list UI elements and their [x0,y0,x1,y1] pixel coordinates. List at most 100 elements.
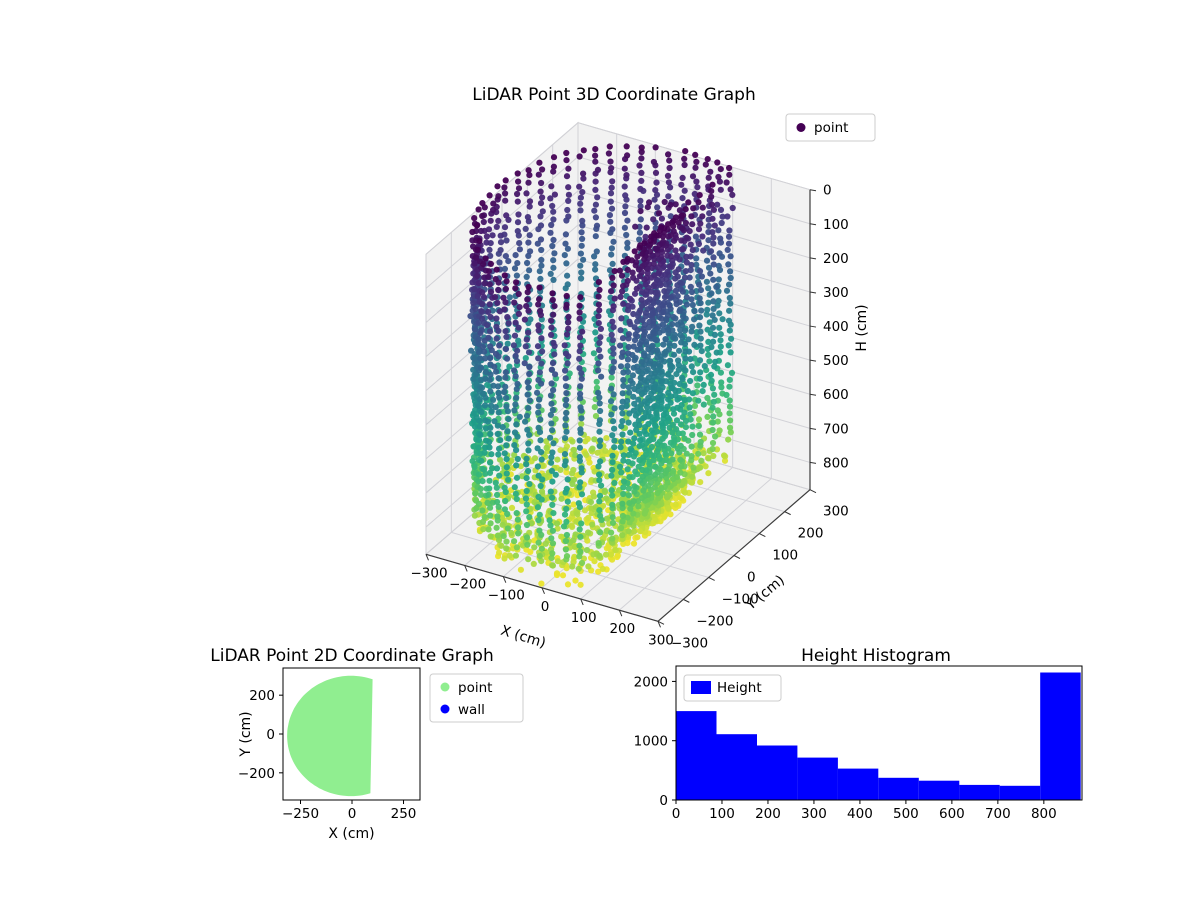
hist-bar [959,784,1000,800]
point [618,272,626,279]
point [643,224,650,231]
point [678,246,686,253]
point [471,286,478,293]
point [709,385,717,392]
point [503,464,510,471]
point [665,179,673,186]
point [609,466,616,473]
point [679,195,686,202]
point [630,274,637,281]
point [593,384,601,391]
point [487,260,494,267]
point [550,276,557,283]
point [617,327,624,334]
point [492,276,499,283]
tick-mark [580,598,584,606]
point [727,268,734,275]
point [716,310,723,317]
point [552,371,559,378]
point [562,415,569,422]
point [696,314,704,321]
point [483,239,490,246]
point [619,349,626,356]
point [514,347,521,354]
point [470,376,477,383]
point [597,325,605,332]
tick-mark [541,587,545,594]
point [501,555,508,562]
point [494,383,502,390]
point [578,465,585,472]
point [576,348,583,355]
point [724,213,731,220]
point [624,266,631,273]
point [506,294,513,301]
point [727,186,734,193]
point [499,521,506,528]
point [548,331,555,338]
point [608,251,615,258]
point [638,177,645,184]
point [646,243,653,250]
point [563,518,570,525]
point-cloud [467,143,736,588]
point [689,431,696,439]
point [524,289,531,296]
point [664,371,672,378]
x-tick-label: 0 [672,806,681,822]
point [697,328,704,335]
point [551,250,558,257]
point [486,328,494,335]
point [538,335,545,342]
point [609,501,616,508]
point [625,528,632,535]
point [723,391,730,399]
point [663,317,670,324]
point [486,246,493,253]
point [576,453,583,460]
point [637,477,644,484]
point [499,514,506,521]
point [609,432,616,439]
point [549,550,556,557]
point [511,429,519,436]
point [670,406,677,413]
plot2d-chart: −250 0 250 −200 0 200 X (cm) Y (cm) point wall [238,667,524,842]
point [563,292,570,300]
point [631,248,638,255]
point [502,369,509,376]
point [667,439,674,446]
point [635,396,642,403]
point [620,540,627,548]
point [715,173,722,181]
point [623,172,630,179]
point [688,296,695,303]
point [637,216,644,223]
point [608,331,615,338]
point [485,308,492,315]
point [642,409,649,416]
point [576,315,583,322]
point [547,522,554,529]
point [630,393,637,400]
point [578,559,586,567]
point [626,474,633,481]
point [586,459,593,466]
point [636,443,643,450]
point [573,518,580,525]
point [478,227,485,235]
point [681,161,688,169]
point [688,443,695,450]
point [620,484,627,491]
point [576,302,583,309]
point [635,266,643,273]
point [513,544,521,551]
point [549,290,556,297]
point [686,274,693,281]
point [608,411,615,418]
point [696,295,703,302]
point [547,195,554,202]
point [539,208,546,215]
point [502,253,509,260]
point [523,336,530,343]
